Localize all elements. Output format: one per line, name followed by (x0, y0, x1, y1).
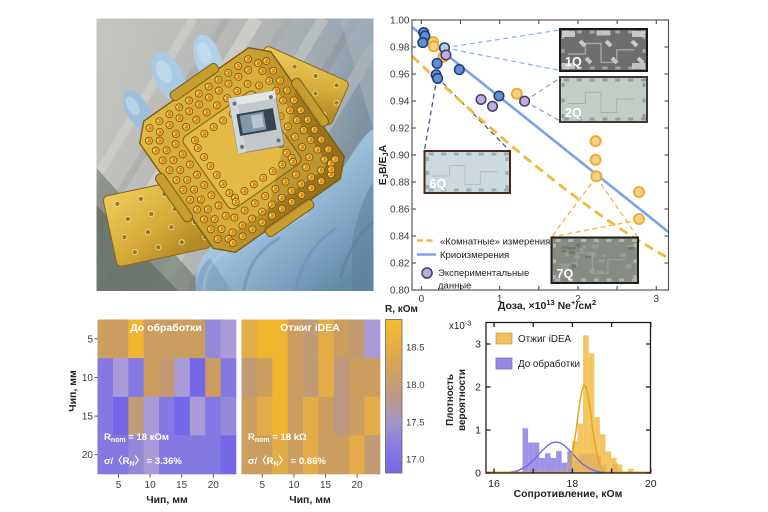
svg-text:10: 10 (288, 480, 300, 491)
svg-text:0.96: 0.96 (390, 70, 410, 81)
svg-text:Экспериментальные: Экспериментальные (438, 268, 529, 279)
svg-text:15: 15 (82, 412, 94, 423)
svg-text:σ/〈RN〉 = 3.36%: σ/〈RN〉 = 3.36% (104, 455, 182, 468)
svg-text:данные: данные (438, 281, 471, 292)
svg-text:5: 5 (87, 334, 93, 345)
svg-text:3: 3 (654, 294, 660, 305)
svg-text:18.0: 18.0 (406, 380, 425, 391)
svg-text:20: 20 (645, 478, 657, 490)
svg-text:15: 15 (176, 480, 188, 491)
svg-text:3: 3 (475, 339, 481, 351)
svg-text:20: 20 (352, 480, 364, 491)
svg-text:0.98: 0.98 (390, 43, 410, 54)
svg-text:1: 1 (497, 294, 503, 305)
svg-text:«Комнатные» измерения: «Комнатные» измерения (440, 237, 550, 248)
svg-text:5: 5 (116, 480, 122, 491)
svg-text:7Q: 7Q (557, 267, 574, 281)
svg-text:16: 16 (488, 478, 500, 490)
svg-text:До обработки: До обработки (130, 322, 202, 334)
svg-text:10: 10 (145, 480, 157, 491)
svg-text:15: 15 (320, 480, 332, 491)
svg-text:17.0: 17.0 (406, 455, 425, 466)
svg-text:R, кОм: R, кОм (385, 304, 418, 315)
svg-text:2: 2 (475, 382, 481, 394)
svg-text:18.5: 18.5 (406, 343, 425, 354)
svg-text:Чип, мм: Чип, мм (67, 370, 79, 412)
svg-text:0.92: 0.92 (390, 124, 410, 135)
svg-text:Плотность: Плотность (445, 374, 456, 426)
svg-text:0: 0 (475, 468, 481, 480)
svg-text:2Q: 2Q (565, 106, 582, 120)
svg-text:Сопротивление, кОм: Сопротивление, кОм (514, 488, 623, 500)
svg-text:0.82: 0.82 (390, 259, 410, 270)
svg-text:0.84: 0.84 (390, 232, 410, 243)
svg-text:Криоизмерения: Криоизмерения (440, 250, 509, 261)
svg-text:1.00: 1.00 (390, 16, 410, 27)
svg-text:0: 0 (419, 294, 425, 305)
svg-text:1Q: 1Q (565, 55, 582, 69)
svg-text:вероятности: вероятности (457, 369, 468, 431)
svg-text:0.94: 0.94 (390, 97, 410, 108)
svg-text:Отжиг iDEA: Отжиг iDEA (280, 322, 340, 334)
svg-text:1: 1 (475, 425, 481, 437)
svg-text:0.88: 0.88 (390, 178, 410, 189)
svg-text:EJB/EJA: EJB/EJA (377, 144, 390, 185)
svg-text:0.90: 0.90 (390, 151, 410, 162)
svg-text:18: 18 (567, 478, 579, 490)
svg-text:Чип, мм: Чип, мм (146, 494, 188, 506)
svg-text:10: 10 (82, 373, 94, 384)
svg-text:2: 2 (575, 294, 581, 305)
svg-text:20: 20 (208, 480, 220, 491)
svg-text:Чип, мм: Чип, мм (289, 494, 331, 506)
svg-text:17.5: 17.5 (406, 417, 425, 428)
svg-text:σ/〈RN〉 = 0.86%: σ/〈RN〉 = 0.86% (248, 455, 326, 468)
svg-text:0.80: 0.80 (390, 286, 410, 297)
svg-text:Отжиг iDEA: Отжиг iDEA (518, 334, 572, 345)
svg-text:6Q: 6Q (430, 177, 447, 191)
svg-text:0.86: 0.86 (390, 205, 410, 216)
svg-text:20: 20 (82, 450, 94, 461)
svg-text:5: 5 (260, 480, 266, 491)
svg-text:До обработки: До обработки (518, 359, 580, 370)
